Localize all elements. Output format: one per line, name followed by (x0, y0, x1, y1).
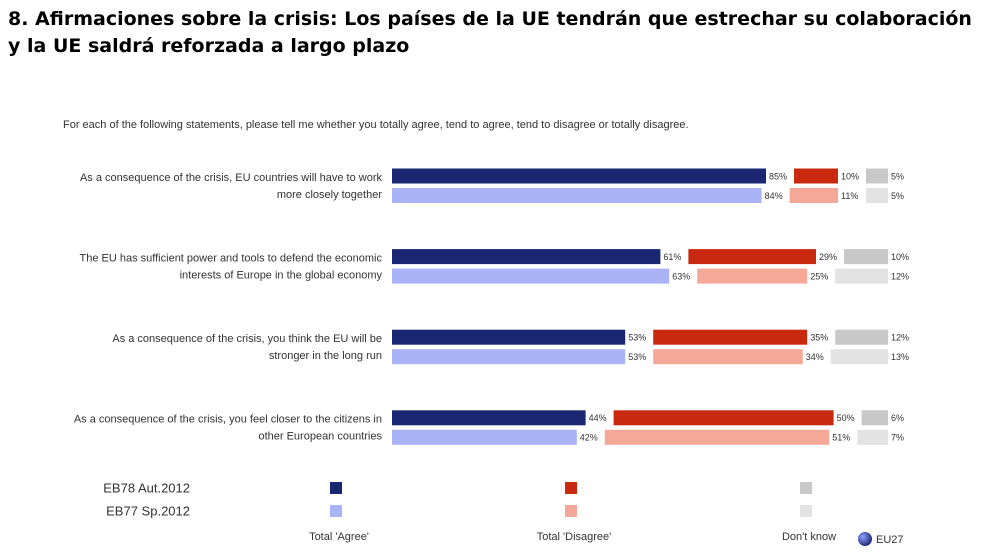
category-label: As a consequence of the crisis, EU count… (80, 172, 383, 184)
value-label: 13% (891, 352, 909, 362)
bar-segment (835, 268, 888, 284)
bar-segment (697, 268, 808, 284)
bar-segment (857, 429, 888, 445)
bar-segment (613, 410, 834, 426)
bar-segment (392, 349, 626, 365)
legend-swatch (565, 482, 577, 494)
legend-swatch (800, 505, 812, 517)
value-label: 7% (891, 433, 904, 443)
value-label: 85% (769, 171, 787, 181)
chart-title: 8. Afirmaciones sobre la crisis: Los paí… (8, 8, 972, 57)
legend-label: EB78 Aut.2012 (103, 480, 190, 495)
bar-segment (844, 249, 888, 265)
category-label: interests of Europe in the global econom… (180, 270, 383, 282)
footnote: EU27 (876, 534, 904, 546)
value-label: 50% (837, 413, 855, 423)
bar-segment (653, 349, 803, 365)
bar-segment (688, 249, 816, 265)
category-label: As a consequence of the crisis, you thin… (112, 333, 382, 345)
legend-column-label: Total 'Agree' (309, 531, 369, 543)
category-label: other European countries (258, 431, 382, 443)
bar-segment (866, 188, 888, 203)
value-label: 25% (810, 271, 828, 281)
bar-segment (604, 429, 830, 445)
bar-segment (794, 168, 838, 184)
value-label: 10% (841, 171, 859, 181)
category-label: more closely together (277, 189, 382, 201)
value-label: 5% (891, 171, 904, 181)
bar-segment (866, 168, 888, 184)
bar-segment (392, 188, 762, 203)
value-label: 42% (580, 433, 598, 443)
value-label: 84% (765, 191, 783, 201)
bar-segment (835, 329, 888, 345)
value-label: 44% (589, 413, 607, 423)
value-label: 53% (628, 352, 646, 362)
value-label: 53% (628, 333, 646, 343)
value-label: 5% (891, 191, 904, 201)
legend-swatch (565, 505, 577, 517)
value-label: 11% (841, 191, 858, 201)
legend-swatch (330, 505, 342, 517)
value-label: 29% (819, 252, 837, 262)
bar-segment (653, 329, 808, 345)
category-label: stronger in the long run (269, 350, 382, 362)
bar-segment (392, 410, 586, 426)
legend-column-label: Don't know (782, 531, 836, 543)
legend-swatch (330, 482, 342, 494)
value-label: 61% (663, 252, 681, 262)
value-label: 12% (891, 271, 909, 281)
bar-segment (392, 429, 577, 445)
bar-segment (392, 329, 626, 345)
bar-segment (830, 349, 888, 365)
bar-segment (392, 249, 661, 265)
value-label: 35% (810, 333, 828, 343)
bar-segment (392, 268, 670, 284)
value-label: 10% (891, 252, 909, 262)
value-label: 12% (891, 333, 909, 343)
value-label: 51% (832, 433, 850, 443)
value-label: 34% (806, 352, 824, 362)
legend-label: EB77 Sp.2012 (106, 503, 190, 518)
bar-segment (392, 168, 766, 184)
category-label: The EU has sufficient power and tools to… (80, 253, 383, 265)
eu-globe-icon (858, 532, 872, 546)
subtitle: For each of the following statements, pl… (63, 119, 689, 131)
value-label: 63% (672, 271, 690, 281)
legend-swatch (800, 482, 812, 494)
value-label: 6% (891, 413, 904, 423)
bar-segment (861, 410, 888, 426)
bar-segment (789, 188, 838, 203)
legend-column-label: Total 'Disagree' (537, 531, 612, 543)
category-label: As a consequence of the crisis, you feel… (74, 414, 382, 426)
